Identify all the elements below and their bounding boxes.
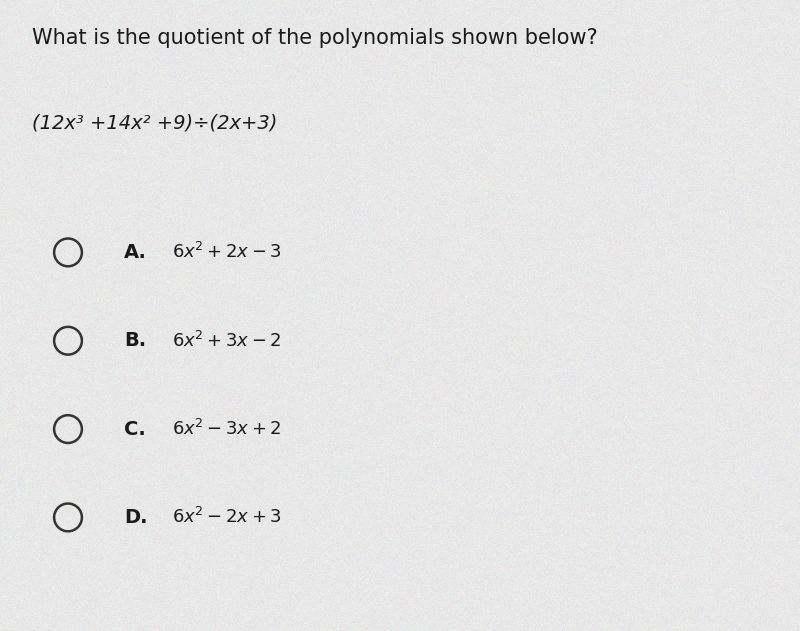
Text: A.: A.: [124, 243, 147, 262]
Text: B.: B.: [124, 331, 146, 350]
Text: What is the quotient of the polynomials shown below?: What is the quotient of the polynomials …: [32, 28, 598, 49]
Text: $6x^2+3x-2$: $6x^2+3x-2$: [172, 331, 282, 351]
Text: C.: C.: [124, 420, 146, 439]
Text: $6x^2+2x-3$: $6x^2+2x-3$: [172, 242, 282, 262]
Text: $6x^2-3x+2$: $6x^2-3x+2$: [172, 419, 282, 439]
Text: $6x^2-2x+3$: $6x^2-2x+3$: [172, 507, 282, 528]
Text: (12x³ +14x² +9)÷(2x+3): (12x³ +14x² +9)÷(2x+3): [32, 114, 278, 133]
Text: D.: D.: [124, 508, 147, 527]
